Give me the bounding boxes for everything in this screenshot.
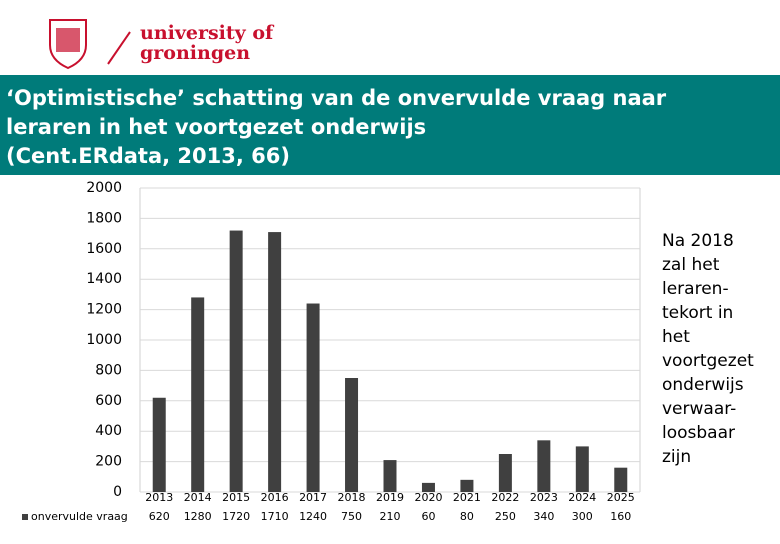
bar [421, 482, 435, 492]
annotation: voortgezet [662, 351, 754, 371]
x-tick-label: 2014 [184, 491, 212, 504]
annotation: leraren- [662, 279, 729, 299]
x-tick-label: 2016 [261, 491, 289, 504]
annotation: onderwijs [662, 375, 744, 395]
x-tick-label: 2018 [338, 491, 366, 504]
bar [268, 232, 282, 492]
y-tick-label: 1000 [86, 332, 122, 348]
y-tick-label: 2000 [86, 180, 122, 196]
x-tick-label: 2019 [376, 491, 404, 504]
y-tick-label: 1800 [86, 210, 122, 226]
bar [498, 454, 512, 492]
y-tick-label: 400 [95, 423, 122, 439]
annotation: zal het [662, 255, 720, 275]
table-value: 750 [341, 510, 362, 523]
x-tick-label: 2022 [491, 491, 519, 504]
y-tick-label: 1600 [86, 241, 122, 257]
crest-fill [56, 28, 80, 52]
legend-label: onvervulde vraag [31, 510, 128, 523]
annotation: verwaar- [662, 399, 736, 419]
table-value: 620 [149, 510, 170, 523]
logo-slash [107, 31, 131, 65]
annotation: Na 2018 [662, 231, 734, 251]
x-tick-label: 2021 [453, 491, 481, 504]
title: leraren in het voortgezet onderwijs [6, 115, 426, 139]
x-tick-label: 2017 [299, 491, 327, 504]
table-value: 250 [495, 510, 516, 523]
bar [152, 397, 166, 492]
x-tick-label: 2015 [222, 491, 250, 504]
bar [614, 467, 628, 492]
table-value: 300 [572, 510, 593, 523]
logo-text: university of [140, 22, 275, 44]
annotation: het [662, 327, 690, 347]
y-tick-label: 1400 [86, 271, 122, 287]
table-value: 1720 [222, 510, 250, 523]
x-tick-label: 2025 [607, 491, 635, 504]
annotation: zijn [662, 447, 691, 467]
y-tick-label: 0 [113, 484, 122, 500]
bar [383, 460, 397, 492]
table-value: 80 [460, 510, 474, 523]
table-value: 60 [421, 510, 435, 523]
y-tick-label: 1200 [86, 302, 122, 318]
table-value: 210 [380, 510, 401, 523]
logo [49, 19, 131, 70]
table-value: 1280 [184, 510, 212, 523]
annotation: loosbaar [662, 423, 735, 443]
bar [460, 479, 474, 492]
title: ‘Optimistische’ schatting van de onvervu… [6, 86, 667, 110]
bar [345, 378, 359, 492]
bar [229, 230, 243, 492]
x-tick-label: 2020 [414, 491, 442, 504]
legend-swatch [22, 514, 28, 520]
table-value: 1240 [299, 510, 327, 523]
bar [537, 440, 551, 492]
title-bar [0, 75, 780, 175]
x-tick-label: 2023 [530, 491, 558, 504]
y-tick-label: 200 [95, 454, 122, 470]
title: (Cent.ERdata, 2013, 66) [6, 144, 290, 168]
bar [306, 303, 320, 492]
y-tick-label: 600 [95, 393, 122, 409]
logo-text: groningen [140, 42, 250, 64]
x-tick-label: 2013 [145, 491, 173, 504]
table-value: 340 [533, 510, 554, 523]
x-tick-label: 2024 [568, 491, 596, 504]
bar [191, 297, 205, 492]
bar [575, 446, 589, 492]
y-tick-label: 800 [95, 362, 122, 378]
table-value: 1710 [261, 510, 289, 523]
annotation: tekort in [662, 303, 733, 323]
table-value: 160 [610, 510, 631, 523]
